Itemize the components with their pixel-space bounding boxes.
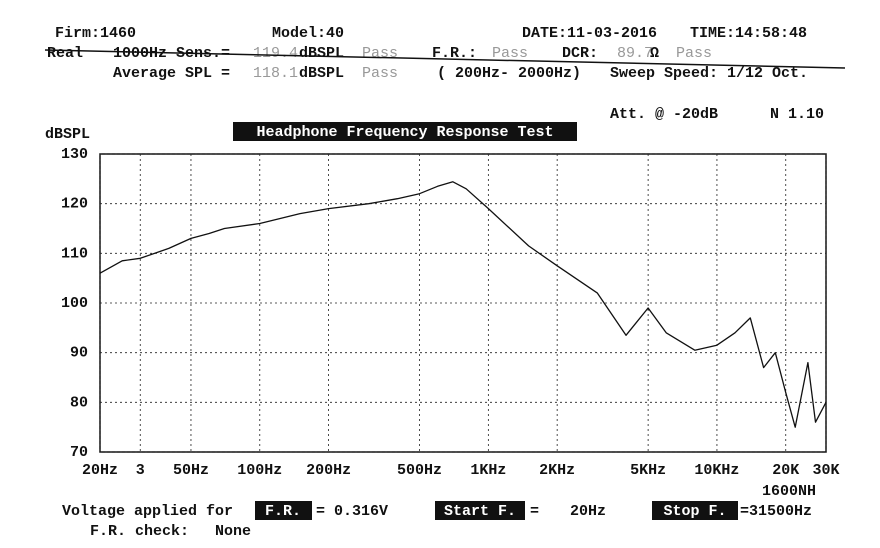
y-axis-label: dBSPL (45, 126, 90, 143)
start-box-label: Start F. (444, 503, 516, 520)
avg-range: ( 200Hz- 2000Hz) (437, 65, 581, 82)
x-tick-label: 3 (136, 462, 145, 479)
y-tick-label: 130 (61, 146, 88, 163)
fr-status: Pass (492, 45, 528, 62)
x-tick-label: 10KHz (694, 462, 739, 479)
avg-label: Average SPL = (113, 65, 230, 82)
dcr-unit: Ω (650, 45, 659, 62)
voltage-label: Voltage applied for (62, 503, 233, 520)
sens-status: Pass (362, 45, 398, 62)
x-tick-label: 200Hz (306, 462, 351, 479)
y-tick-label: 110 (61, 245, 88, 262)
stop-value: =31500Hz (740, 503, 812, 520)
sweep: Sweep Speed: 1/12 Oct. (610, 65, 808, 82)
check-value: None (215, 523, 251, 540)
model: Model:40 (272, 25, 344, 42)
voltage-value: = 0.316V (316, 503, 388, 520)
start-eq: = (530, 503, 539, 520)
dcr-label: DCR: (562, 45, 598, 62)
x-tick-label: 100Hz (237, 462, 282, 479)
y-tick-label: 100 (61, 295, 88, 312)
x-tick-label: 5KHz (630, 462, 666, 479)
response-line (99, 181, 827, 428)
y-tick-label: 80 (70, 394, 88, 411)
fr-box-label: F.R. (265, 503, 301, 520)
stop-box-label: Stop F. (663, 503, 726, 520)
y-tick-label: 120 (61, 196, 88, 213)
stop-box (652, 501, 738, 520)
dcr-status: Pass (676, 45, 712, 62)
date: DATE:11-03-2016 (522, 25, 657, 42)
n-value: N 1.10 (770, 106, 824, 123)
strike-line (44, 49, 846, 69)
sens-value: 119.4 (253, 45, 298, 62)
x-tick-label: 50Hz (173, 462, 209, 479)
annotation: 1600NH (762, 483, 816, 500)
avg-status: Pass (362, 65, 398, 82)
chart-title: Headphone Frequency Response Test (256, 124, 553, 141)
firm: Firm:1460 (55, 25, 136, 42)
sens-unit: dBSPL (299, 45, 344, 62)
y-tick-label: 90 (70, 345, 88, 362)
plot-frame (99, 153, 827, 453)
fr-label: F.R.: (432, 45, 477, 62)
x-tick-label: 500Hz (397, 462, 442, 479)
y-tick-label: 70 (70, 444, 88, 461)
x-tick-label: 20Hz (82, 462, 118, 479)
check-label: F.R. check: (90, 523, 189, 540)
fr-box (255, 501, 312, 520)
attenuation: Att. @ -20dB (610, 106, 718, 123)
avg-unit: dBSPL (299, 65, 344, 82)
start-box (435, 501, 525, 520)
title-box (233, 122, 577, 141)
start-value: 20Hz (570, 503, 606, 520)
x-tick-label: 1KHz (470, 462, 506, 479)
x-tick-label: 30K (812, 462, 839, 479)
avg-value: 118.1 (253, 65, 298, 82)
real: Real (47, 45, 83, 62)
time: TIME:14:58:48 (690, 25, 807, 42)
x-tick-label: 2KHz (539, 462, 575, 479)
x-tick-label: 20K (772, 462, 799, 479)
dcr-value: 89.7 (617, 45, 653, 62)
